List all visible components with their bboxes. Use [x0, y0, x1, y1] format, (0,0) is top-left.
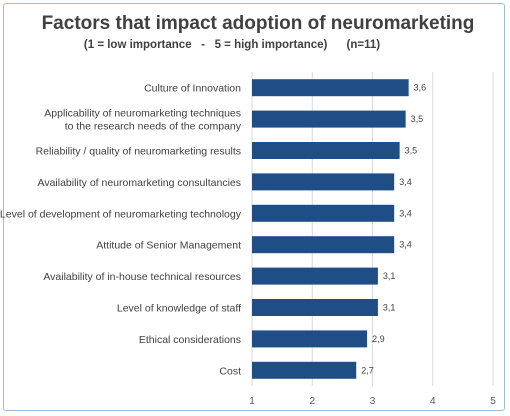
category-label: Level of knowledge of staff	[117, 303, 241, 315]
bar	[252, 204, 395, 222]
chart-subtitle: (1 = low importance - 5 = high importanc…	[84, 39, 380, 51]
category-label-line: Availability of neuromarketing consultan…	[38, 177, 242, 189]
category-label-line: Attitude of Senior Management	[96, 240, 241, 252]
category-label: Ethical considerations	[139, 334, 241, 346]
bar-value-label: 3,5	[405, 146, 418, 156]
bar-value-label: 2,9	[372, 334, 385, 344]
bar-value-label: 3,6	[414, 83, 427, 93]
x-tick-label: 5	[490, 396, 496, 407]
bar	[252, 142, 400, 159]
bar-value-label: 3,5	[411, 114, 424, 124]
bar	[252, 173, 395, 191]
bar	[252, 330, 368, 348]
category-label-line: Cost	[219, 365, 241, 377]
x-tick-label: 4	[430, 396, 436, 407]
bar	[252, 236, 395, 254]
category-label: Attitude of Senior Management	[96, 240, 241, 252]
chart-title: Factors that impact adoption of neuromar…	[42, 13, 475, 34]
x-tick-label: 2	[309, 396, 315, 407]
category-label-line: Ethical considerations	[139, 334, 241, 346]
category-label-line: Culture of Innovation	[144, 83, 241, 95]
category-label: Level of development of neuromarketing t…	[0, 208, 242, 220]
category-label: Cost	[219, 365, 241, 377]
category-label: Availability of neuromarketing consultan…	[38, 177, 242, 189]
category-label: Reliability / quality of neuromarketing …	[36, 146, 241, 158]
bar	[252, 361, 357, 379]
category-label-line: Level of knowledge of staff	[117, 303, 241, 315]
category-label: Availability of in-house technical resou…	[43, 271, 241, 283]
category-label: Culture of Innovation	[144, 83, 241, 95]
x-tick-label: 1	[249, 396, 255, 407]
category-label-line: Level of development of neuromarketing t…	[0, 208, 242, 220]
bar-value-label: 2,7	[361, 365, 374, 375]
bar-value-label: 3,4	[399, 177, 412, 187]
x-tick-label: 3	[370, 396, 376, 407]
category-label-line: to the research needs of the company	[65, 121, 242, 133]
bar	[252, 79, 409, 97]
category-label: Applicability of neuromarketing techniqu…	[44, 108, 241, 133]
bar-value-label: 3,1	[383, 303, 396, 313]
category-label-line: Applicability of neuromarketing techniqu…	[44, 108, 241, 120]
category-label-line: Availability of in-house technical resou…	[43, 271, 241, 283]
bar	[252, 110, 406, 128]
bar-value-label: 3,4	[399, 208, 412, 218]
category-label-line: Reliability / quality of neuromarketing …	[36, 146, 241, 158]
bar-value-label: 3,4	[399, 240, 412, 250]
bar	[252, 267, 378, 285]
bar	[252, 299, 378, 316]
bar-value-label: 3,1	[383, 271, 396, 281]
